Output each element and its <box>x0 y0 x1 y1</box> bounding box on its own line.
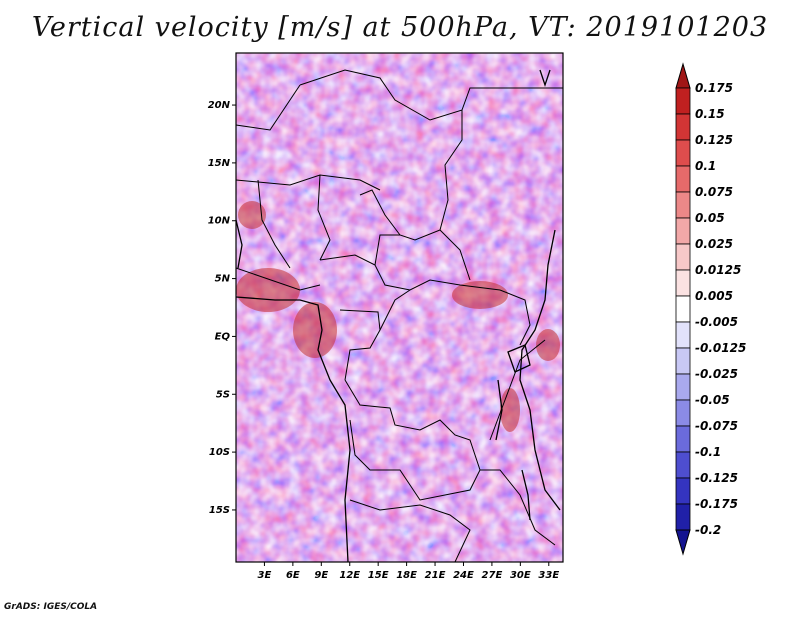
colorbar-label: -0.05 <box>695 393 730 407</box>
lon-tick-label: 15E <box>368 570 389 581</box>
lat-tick-label: 5S <box>216 389 230 400</box>
lat-tick-label: EQ <box>215 331 231 342</box>
coast-west <box>235 219 243 269</box>
colorbar-swatch <box>675 373 691 401</box>
colorbar-swatch <box>675 87 691 115</box>
lake-victoria <box>507 344 531 373</box>
colorbar: 0.175 0.15 0.125 0.1 0.075 0.05 0.025 0.0125 0.0… <box>675 62 746 556</box>
colorbar-label: 0.05 <box>695 211 725 225</box>
colorbar-label: -0.025 <box>695 367 738 381</box>
country-border <box>480 469 556 546</box>
colorbar-swatch <box>675 139 691 167</box>
colorbar-swatch <box>675 243 691 271</box>
country-border <box>299 69 463 241</box>
colorbar-swatch <box>675 451 691 479</box>
colorbar-bottom-arrow <box>675 529 691 556</box>
lon-tick-label: 9E <box>314 570 328 581</box>
country-border <box>374 234 400 266</box>
colorbar-label: 0.0125 <box>695 263 741 277</box>
colorbar-swatch <box>675 321 691 349</box>
colorbar-label: 0.005 <box>695 289 733 303</box>
colorbar-label: -0.2 <box>695 523 721 537</box>
colorbar-swatch <box>675 399 691 427</box>
colorbar-swatch <box>675 477 691 505</box>
colorbar-swatch <box>675 191 691 219</box>
lake-tanganyika <box>495 379 503 441</box>
colorbar-label: 0.15 <box>695 107 725 121</box>
coast-gulf-of-guinea <box>235 296 351 563</box>
colorbar-label: -0.0125 <box>695 341 746 355</box>
colorbar-label: -0.175 <box>695 497 738 511</box>
colorbar-swatch <box>675 217 691 245</box>
credit-label: GrADS: IGES/COLA <box>4 602 98 612</box>
latitude-axis: 20N 15N 10N 5N EQ 5S 10S 15S <box>208 100 236 516</box>
colorbar-swatch <box>675 165 691 193</box>
lon-tick-label: 27E <box>482 570 503 581</box>
colorbar-label: -0.005 <box>695 315 738 329</box>
lat-tick-label: 15S <box>209 505 230 516</box>
lon-tick-label: 21E <box>425 570 446 581</box>
map-title: Vertical velocity [m/s] at 500hPa, VT: 2… <box>31 12 769 43</box>
colorbar-label: -0.075 <box>695 419 738 433</box>
lon-tick-label: 12E <box>339 570 360 581</box>
map-frame <box>235 52 564 563</box>
coastline <box>235 69 561 563</box>
lon-tick-label: 30E <box>510 570 531 581</box>
colorbar-label: 0.1 <box>695 159 716 173</box>
colorbar-swatch <box>675 503 691 531</box>
country-border <box>257 179 291 269</box>
red-sea-coast <box>539 69 551 88</box>
colorbar-label: -0.1 <box>695 445 721 459</box>
country-border <box>379 289 411 331</box>
colorbar-label: 0.175 <box>695 81 733 95</box>
country-border <box>317 174 331 261</box>
country-border <box>439 229 471 281</box>
velocity-field <box>236 53 563 562</box>
lon-tick-label: 33E <box>538 570 559 581</box>
country-border <box>344 379 481 501</box>
colorbar-swatch <box>675 269 691 297</box>
country-border <box>349 499 471 563</box>
country-border <box>235 84 301 131</box>
colorbar-label: 0.025 <box>695 237 733 251</box>
lat-tick-label: 10S <box>209 447 230 458</box>
lon-tick-label: 6E <box>286 570 300 581</box>
colorbar-label: 0.125 <box>695 133 733 147</box>
colorbar-swatch <box>675 295 691 323</box>
country-border <box>235 267 321 291</box>
country-border <box>319 254 531 346</box>
coast-east <box>519 229 561 511</box>
colorbar-swatch <box>675 425 691 453</box>
lat-tick-label: 20N <box>208 100 231 111</box>
country-border <box>489 339 546 441</box>
lon-tick-label: 18E <box>396 570 417 581</box>
country-border <box>339 309 381 381</box>
map-panel <box>235 52 564 563</box>
lat-tick-label: 10N <box>208 216 231 227</box>
colorbar-label: 0.075 <box>695 185 733 199</box>
lat-tick-label: 5N <box>215 274 231 285</box>
longitude-axis: 3E 6E 9E 12E 15E 18E 21E 24E 27E 30E 33E <box>258 562 559 581</box>
lake-malawi <box>521 469 531 521</box>
lat-tick-label: 15N <box>208 158 231 169</box>
lon-tick-label: 3E <box>258 570 272 581</box>
colorbar-top-arrow <box>675 62 691 89</box>
updraft-patches <box>236 201 560 432</box>
colorbar-label: -0.125 <box>695 471 738 485</box>
lon-tick-label: 24E <box>453 570 474 581</box>
country-border <box>461 87 563 111</box>
colorbar-swatch <box>675 113 691 141</box>
colorbar-swatch <box>675 347 691 375</box>
borders <box>235 69 563 563</box>
